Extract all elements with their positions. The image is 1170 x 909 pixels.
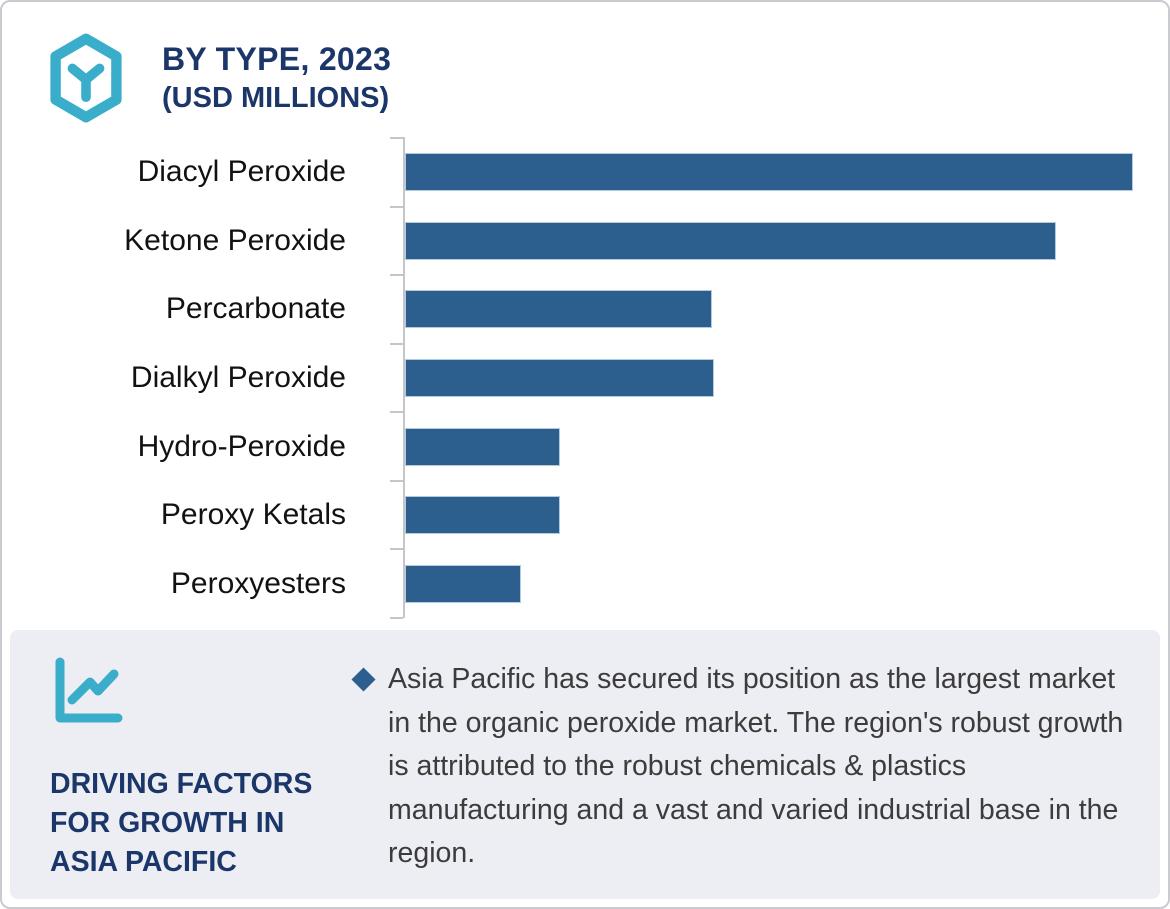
chart-subtitle: (USD MILLIONS)	[162, 82, 390, 114]
category-axis-line	[403, 137, 405, 618]
category-label: Dialkyl Peroxide	[130, 360, 346, 394]
panel-paragraph: Asia Pacific has secured its position as…	[388, 663, 1124, 870]
chart-row: Dialkyl Peroxide	[2, 342, 1168, 413]
bar	[405, 564, 521, 603]
category-label: Diacyl Peroxide	[137, 155, 346, 189]
chart-title: BY TYPE, 2023	[162, 41, 392, 77]
chart-row: Peroxy Ketals	[2, 479, 1168, 550]
bar-area	[405, 427, 1168, 466]
bar	[405, 358, 714, 397]
hexagon-cube-icon	[50, 33, 122, 123]
panel-heading: DRIVING FACTORS FOR GROWTH IN ASIA PACIF…	[50, 768, 313, 878]
category-label: Hydro-Peroxide	[137, 429, 346, 463]
bar-chart: Diacyl Peroxide Ketone Peroxide Percarbo…	[2, 137, 1168, 619]
bar-area	[405, 358, 1168, 397]
bar-area	[405, 153, 1168, 192]
bar	[405, 427, 560, 466]
category-label: Ketone Peroxide	[124, 223, 346, 257]
chart-titles: BY TYPE, 2023 (USD MILLIONS)	[162, 41, 391, 115]
category-label: Peroxy Ketals	[160, 498, 346, 532]
bar-area	[405, 564, 1168, 603]
chart-row: Percarbonate	[2, 274, 1168, 344]
category-label: Percarbonate	[165, 292, 346, 326]
chart-row: Hydro-Peroxide	[2, 411, 1168, 481]
line-chart-icon	[55, 657, 123, 723]
chart-header: BY TYPE, 2023 (USD MILLIONS)	[2, 2, 1168, 124]
bar	[405, 153, 1133, 192]
diamond-bullet-icon	[351, 667, 376, 692]
bar	[405, 221, 1056, 260]
bar-area	[405, 496, 1168, 535]
panel-right: Asia Pacific has secured its position as…	[351, 656, 1124, 899]
chart-row: Diacyl Peroxide	[2, 137, 1168, 207]
bar	[405, 290, 712, 329]
chart-row: Peroxyesters	[2, 548, 1168, 618]
bar	[405, 496, 560, 535]
bar-area	[405, 290, 1168, 329]
chart-row: Ketone Peroxide	[2, 205, 1168, 276]
bar-area	[405, 221, 1168, 260]
panel-left: DRIVING FACTORS FOR GROWTH IN ASIA PACIF…	[50, 656, 355, 899]
category-label: Peroxyesters	[170, 566, 346, 600]
driving-factors-panel: DRIVING FACTORS FOR GROWTH IN ASIA PACIF…	[10, 630, 1160, 899]
